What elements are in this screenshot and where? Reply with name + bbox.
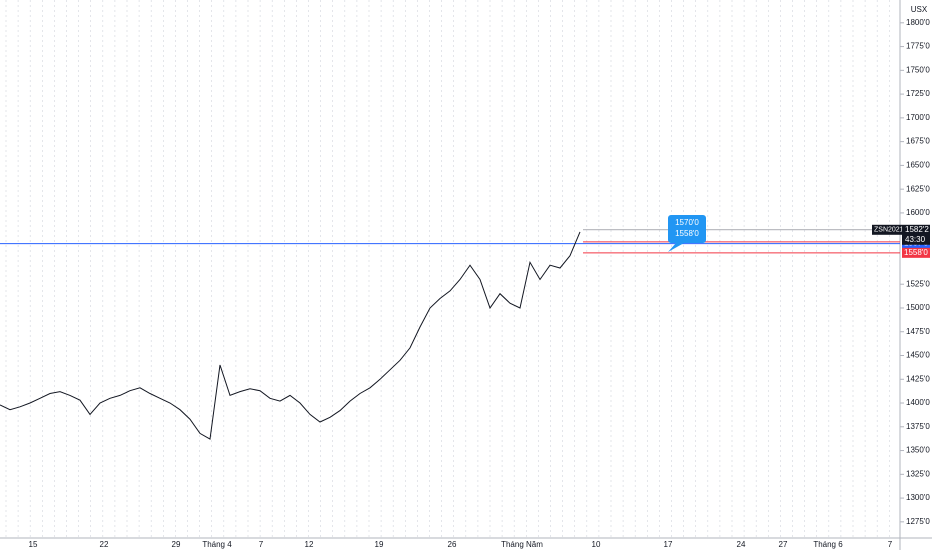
- x-tick-label: 12: [305, 540, 314, 549]
- x-tick-label: Tháng Năm: [501, 540, 543, 549]
- y-tick-label: 1325'0: [906, 469, 930, 478]
- y-tick-label: 1750'0: [906, 65, 930, 74]
- y-tick-label: 1700'0: [906, 113, 930, 122]
- x-tick-label: 26: [448, 540, 457, 549]
- x-tick-label: 22: [100, 540, 109, 549]
- y-tick-label: 1775'0: [906, 42, 930, 51]
- x-tick-label: 10: [592, 540, 601, 549]
- x-tick-label: Tháng 4: [202, 540, 232, 549]
- last-price-label: 1582'2: [905, 225, 929, 234]
- x-tick-label: 24: [737, 540, 746, 549]
- x-tick-label: Tháng 6: [813, 540, 843, 549]
- x-tick-label: 29: [172, 540, 181, 549]
- price-line: [0, 231, 581, 440]
- x-tick-label: 27: [779, 540, 788, 549]
- symbol-tag: ZSN2021: [874, 227, 904, 234]
- y-tick-label: 1350'0: [906, 446, 930, 455]
- y-tick-label: 1300'0: [906, 493, 930, 502]
- y-tick-label: 1625'0: [906, 184, 930, 193]
- y-tick-label: 1525'0: [906, 279, 930, 288]
- last-price-bg: [902, 224, 930, 245]
- x-tick-label: 19: [375, 540, 384, 549]
- level-label: 1558'0: [904, 248, 928, 257]
- y-tick-label: 1425'0: [906, 374, 930, 383]
- y-tick-label: 1800'0: [906, 18, 930, 27]
- callout-text: 1558'0: [675, 229, 699, 238]
- y-tick-label: 1650'0: [906, 161, 930, 170]
- x-tick-label: 7: [259, 540, 264, 549]
- symbol-tag-bg: [872, 224, 902, 235]
- callout-bg: [668, 215, 706, 243]
- unit-label: USX: [911, 5, 928, 14]
- y-tick-label: 1375'0: [906, 422, 930, 431]
- y-tick-label: 1725'0: [906, 89, 930, 98]
- y-tick-label: 1600'0: [906, 208, 930, 217]
- callout-text: 1570'0: [675, 218, 699, 227]
- x-tick-label: 17: [664, 540, 673, 549]
- y-tick-label: 1675'0: [906, 137, 930, 146]
- x-tick-label: 15: [29, 540, 38, 549]
- callout-pointer: [668, 243, 684, 252]
- y-tick-label: 1400'0: [906, 398, 930, 407]
- x-tick-label: 7: [888, 540, 893, 549]
- y-tick-label: 1475'0: [906, 327, 930, 336]
- y-tick-label: 1450'0: [906, 351, 930, 360]
- level-label-bg: [902, 247, 930, 258]
- y-tick-label: 1500'0: [906, 303, 930, 312]
- y-tick-label: 1275'0: [906, 517, 930, 526]
- countdown: 43:30: [905, 235, 926, 244]
